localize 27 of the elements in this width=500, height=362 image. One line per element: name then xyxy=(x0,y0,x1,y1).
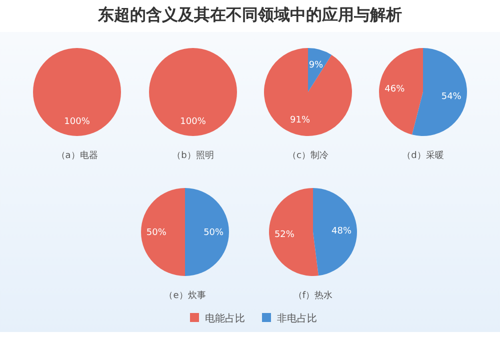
pie-slice xyxy=(141,188,185,276)
legend-label: 电能占比 xyxy=(205,312,245,324)
pie-slice xyxy=(264,48,352,136)
data-label: 54% xyxy=(441,92,462,102)
pie-slice xyxy=(308,48,332,92)
text: 东超的含义及其在不同领域中的应用与解析 xyxy=(97,5,402,24)
pie-slice xyxy=(185,188,229,276)
text: （a）电器 xyxy=(56,150,98,161)
text: （d）采暖 xyxy=(402,150,444,161)
text: （b）照明 xyxy=(172,150,214,161)
data-label: 48% xyxy=(332,226,352,236)
data-label: 91% xyxy=(290,116,310,126)
text: （c）制冷 xyxy=(288,150,328,161)
data-label: 100% xyxy=(180,116,206,127)
data-label: 100% xyxy=(64,116,90,127)
text: （e）炊事 xyxy=(164,290,206,301)
text: （f）热水 xyxy=(293,290,333,301)
data-label: 50% xyxy=(204,228,224,238)
data-label: 52% xyxy=(274,230,295,240)
pie-slice xyxy=(313,188,357,276)
pie-slice xyxy=(412,48,467,136)
legend-label: 非电占比 xyxy=(277,312,317,324)
data-label: 50% xyxy=(146,228,167,238)
pie-slice xyxy=(269,188,319,276)
pie-slice xyxy=(379,48,423,135)
data-label: 9% xyxy=(308,60,324,71)
data-label: 46% xyxy=(384,84,406,95)
